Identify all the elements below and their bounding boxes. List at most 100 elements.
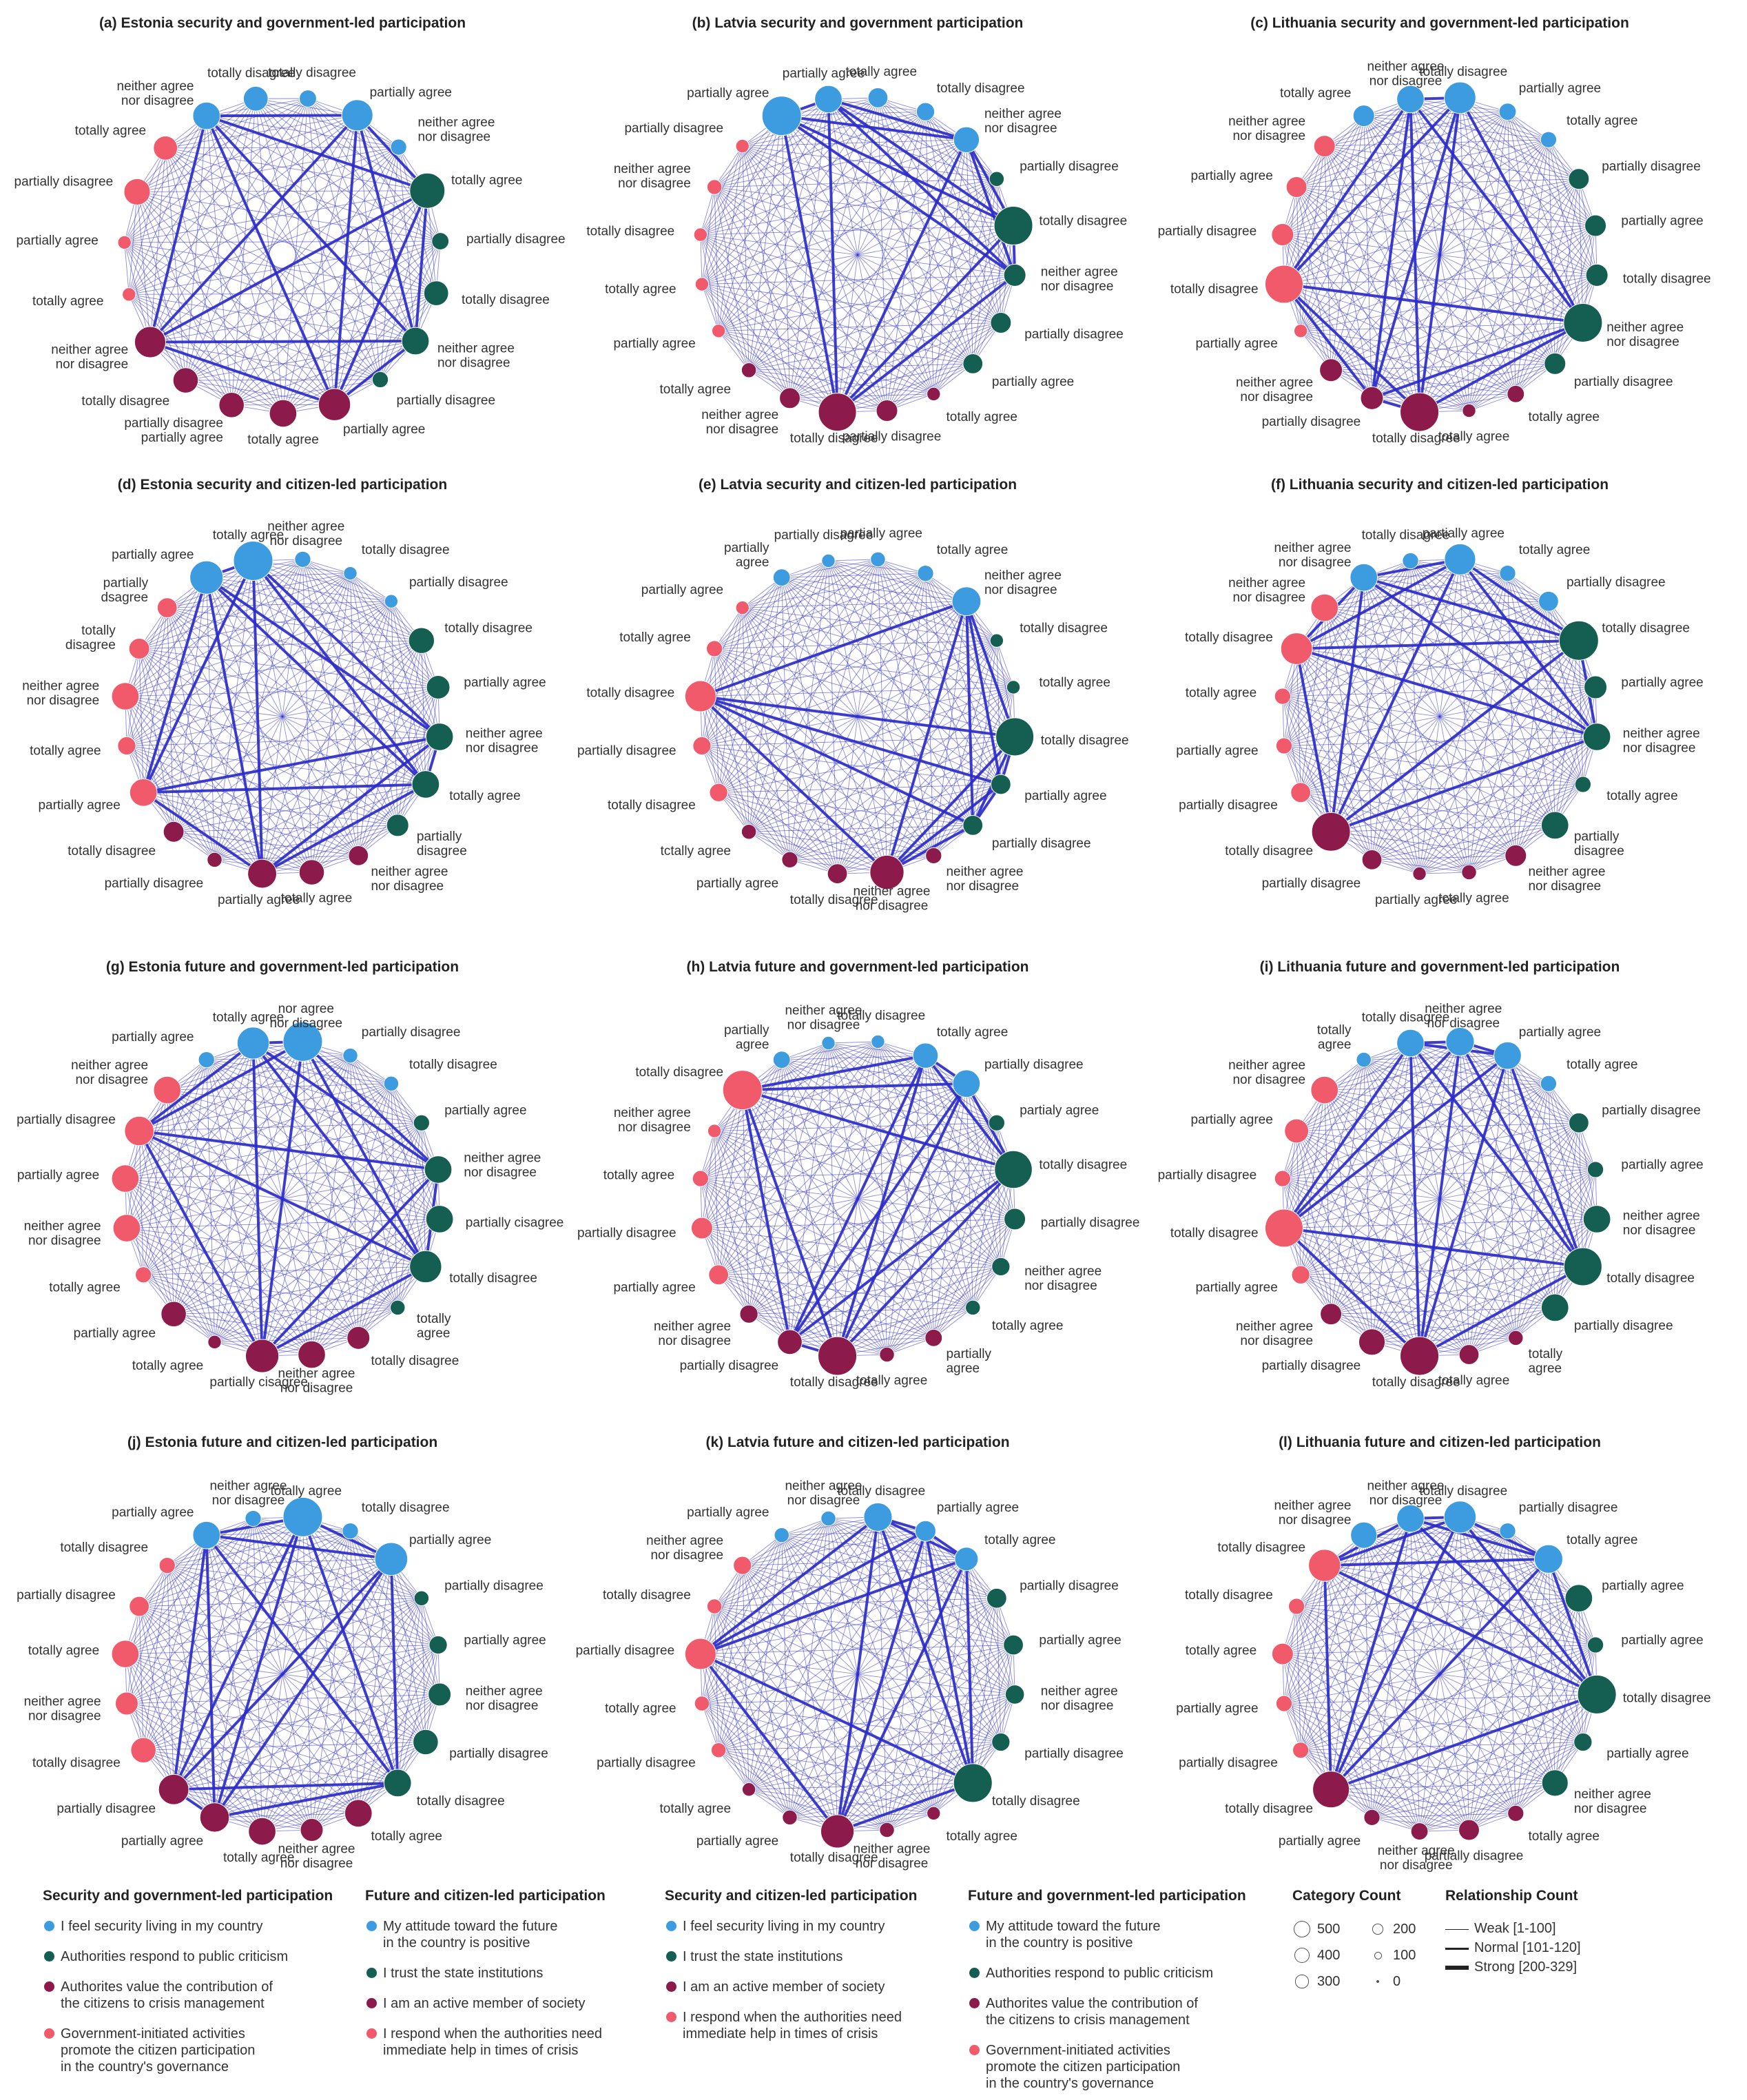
edge: [887, 1742, 1002, 1831]
strong-edge: [205, 577, 264, 874]
strong-edge: [1283, 283, 1374, 400]
edge: [1330, 1530, 1508, 1790]
edge: [878, 97, 1015, 276]
edge: [143, 1274, 262, 1357]
edge: [718, 601, 967, 793]
node-label: totally agree: [619, 630, 691, 645]
node-label: neither agree nor disagree: [22, 679, 99, 708]
node-label: partially disagree: [1602, 160, 1701, 174]
legend-item: My attitude toward the future in the cou…: [986, 1919, 1161, 1950]
edge: [1296, 1598, 1579, 1607]
network-node: [269, 399, 298, 428]
edge: [828, 1042, 934, 1338]
node-label: neither agree nor disagree: [1367, 60, 1444, 89]
network-node: [924, 1328, 943, 1347]
edge: [700, 1122, 997, 1180]
edge: [718, 139, 967, 331]
edge: [128, 192, 138, 295]
node-label: totally disagree: [586, 225, 674, 239]
strong-edge: [251, 1042, 427, 1268]
network-node: [821, 553, 836, 568]
network-node: [344, 1799, 373, 1828]
edge: [1296, 1516, 1460, 1607]
edge: [1410, 560, 1516, 856]
edge: [828, 560, 838, 874]
edge: [138, 1518, 254, 1607]
edge: [789, 1337, 934, 1343]
edge: [1283, 1565, 1325, 1704]
edge: [887, 225, 1014, 411]
edge: [781, 1059, 997, 1124]
edge: [742, 601, 966, 608]
network-node: [123, 178, 151, 206]
edge: [700, 234, 703, 285]
edge: [1324, 607, 1579, 641]
edge: [124, 242, 335, 405]
edge: [1300, 601, 1549, 793]
node-label: partially disagree: [1024, 327, 1124, 342]
edge: [129, 147, 399, 295]
edge: [125, 1178, 215, 1343]
strong-edge: [1296, 558, 1461, 650]
edge: [125, 1178, 262, 1357]
edge: [126, 745, 312, 873]
edge: [714, 1598, 997, 1607]
node-label: totally disagree: [1020, 621, 1108, 636]
edge: [167, 1530, 351, 1566]
edge: [700, 1178, 838, 1357]
network-node: [772, 568, 791, 587]
network-node: [692, 736, 712, 756]
strong-edge: [149, 115, 208, 343]
node-label: neither agree nor disagree: [614, 162, 691, 191]
edge: [167, 601, 391, 608]
network-node: [112, 1214, 141, 1242]
strong-edge: [885, 601, 968, 873]
node-label: partially disagree: [105, 876, 204, 891]
edge: [149, 240, 441, 342]
strong-edge: [836, 1082, 968, 1357]
node-label: totally disagree: [790, 1851, 878, 1865]
edge: [1548, 139, 1598, 276]
edge-mesh: [699, 559, 1017, 874]
network-node: [413, 1590, 430, 1606]
strong-edge: [206, 1534, 392, 1561]
edge: [1410, 1518, 1596, 1645]
network-node: [172, 367, 199, 393]
edge: [1282, 1178, 1372, 1343]
legend-color-dot: [366, 1998, 377, 2008]
edge: [138, 559, 303, 649]
category-count-circle: [1294, 1948, 1310, 1963]
edge: [253, 560, 359, 856]
node-label: totally agree: [32, 294, 104, 309]
legend-color-dot: [44, 1981, 54, 1992]
strong-edge: [252, 559, 441, 738]
edge: [789, 139, 967, 399]
edge: [1331, 825, 1555, 832]
edge: [1324, 607, 1516, 856]
strong-edge: [143, 783, 426, 794]
edge: [837, 573, 926, 874]
strong-edge: [1506, 1055, 1584, 1268]
edge: [1282, 1178, 1583, 1267]
network-node: [389, 1299, 406, 1316]
edge: [828, 560, 967, 602]
strong-edge: [964, 601, 1002, 785]
edge: [128, 294, 284, 414]
network-node: [1264, 265, 1303, 304]
network-node: [1400, 392, 1440, 432]
network-node: [818, 1336, 858, 1376]
edge: [149, 147, 399, 342]
edge: [714, 187, 838, 413]
node-label: neither agree nor disagree: [1228, 114, 1305, 143]
network-node: [1271, 223, 1294, 247]
edge: [781, 577, 887, 873]
edge: [165, 147, 441, 242]
node-label: partially disagree: [984, 1058, 1084, 1072]
edge: [167, 1558, 391, 1566]
edge: [714, 1041, 878, 1131]
edge: [789, 393, 934, 399]
edge: [1300, 1749, 1420, 1832]
edge: [1296, 97, 1460, 187]
edge: [1372, 559, 1460, 860]
edge: [749, 1782, 973, 1790]
